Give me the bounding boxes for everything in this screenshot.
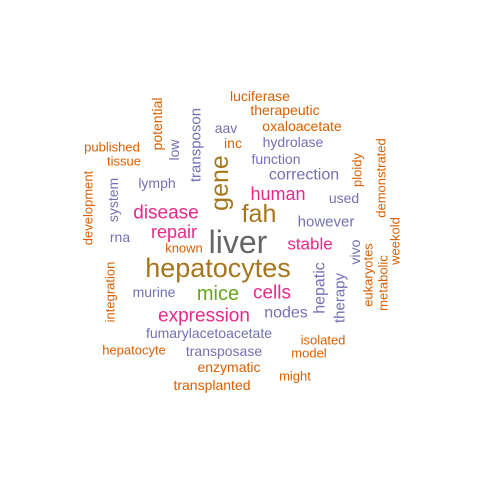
word-luciferase: luciferase bbox=[230, 88, 290, 104]
word-system: system bbox=[105, 178, 121, 222]
word-weekold: weekold bbox=[388, 217, 403, 266]
word-hydrolase: hydrolase bbox=[263, 134, 324, 150]
word-transposon: transposon bbox=[188, 108, 205, 182]
word-transplanted: transplanted bbox=[173, 377, 250, 393]
word-tissue: tissue bbox=[107, 154, 141, 169]
word-demonstrated: demonstrated bbox=[374, 138, 389, 218]
word-hepatic: hepatic bbox=[312, 262, 329, 314]
word-fah: fah bbox=[242, 200, 277, 228]
word-murine: murine bbox=[133, 284, 176, 300]
word-mice: mice bbox=[197, 283, 239, 305]
word-aav: aav bbox=[215, 120, 238, 136]
word-inc: inc bbox=[224, 135, 242, 151]
word-human: human bbox=[250, 184, 305, 204]
word-metabolic: metabolic bbox=[376, 255, 391, 311]
word-nodes: nodes bbox=[264, 305, 308, 322]
word-published: published bbox=[84, 140, 140, 155]
word-hepatocyte: hepatocyte bbox=[102, 343, 166, 358]
word-therapy: therapy bbox=[332, 272, 349, 323]
word-enzymatic: enzymatic bbox=[197, 359, 260, 375]
word-oxaloacetate: oxaloacetate bbox=[262, 118, 342, 134]
word-might: might bbox=[279, 369, 311, 384]
word-expression: expression bbox=[158, 306, 250, 327]
word-liver: liver bbox=[209, 224, 268, 260]
word-disease: disease bbox=[133, 203, 199, 224]
word-ploidy: ploidy bbox=[350, 153, 365, 187]
word-integration: integration bbox=[103, 262, 118, 323]
word-isolated: isolated bbox=[301, 333, 346, 348]
word-hepatocytes: hepatocytes bbox=[145, 253, 291, 283]
word-model: model bbox=[291, 346, 327, 361]
word-low: low bbox=[166, 139, 182, 161]
word-however: however bbox=[298, 214, 355, 231]
word-transposase: transposase bbox=[186, 343, 262, 359]
word-gene: gene bbox=[206, 155, 234, 211]
word-correction: correction bbox=[269, 167, 339, 184]
word-eukaryotes: eukaryotes bbox=[361, 243, 376, 307]
word-known: known bbox=[165, 241, 203, 256]
word-vivo: vivo bbox=[347, 239, 363, 264]
word-fumarylacetoacetate: fumarylacetoacetate bbox=[146, 325, 272, 341]
word-repair: repair bbox=[151, 222, 197, 242]
word-rna: rna bbox=[110, 229, 130, 245]
word-development: development bbox=[81, 170, 96, 245]
word-used: used bbox=[329, 190, 359, 206]
word-function: function bbox=[251, 151, 300, 167]
word-stable: stable bbox=[287, 235, 332, 254]
word-cells: cells bbox=[253, 283, 291, 304]
word-lymph: lymph bbox=[138, 175, 175, 191]
word-therapeutic: therapeutic bbox=[250, 102, 319, 118]
word-potential: potential bbox=[149, 98, 165, 151]
